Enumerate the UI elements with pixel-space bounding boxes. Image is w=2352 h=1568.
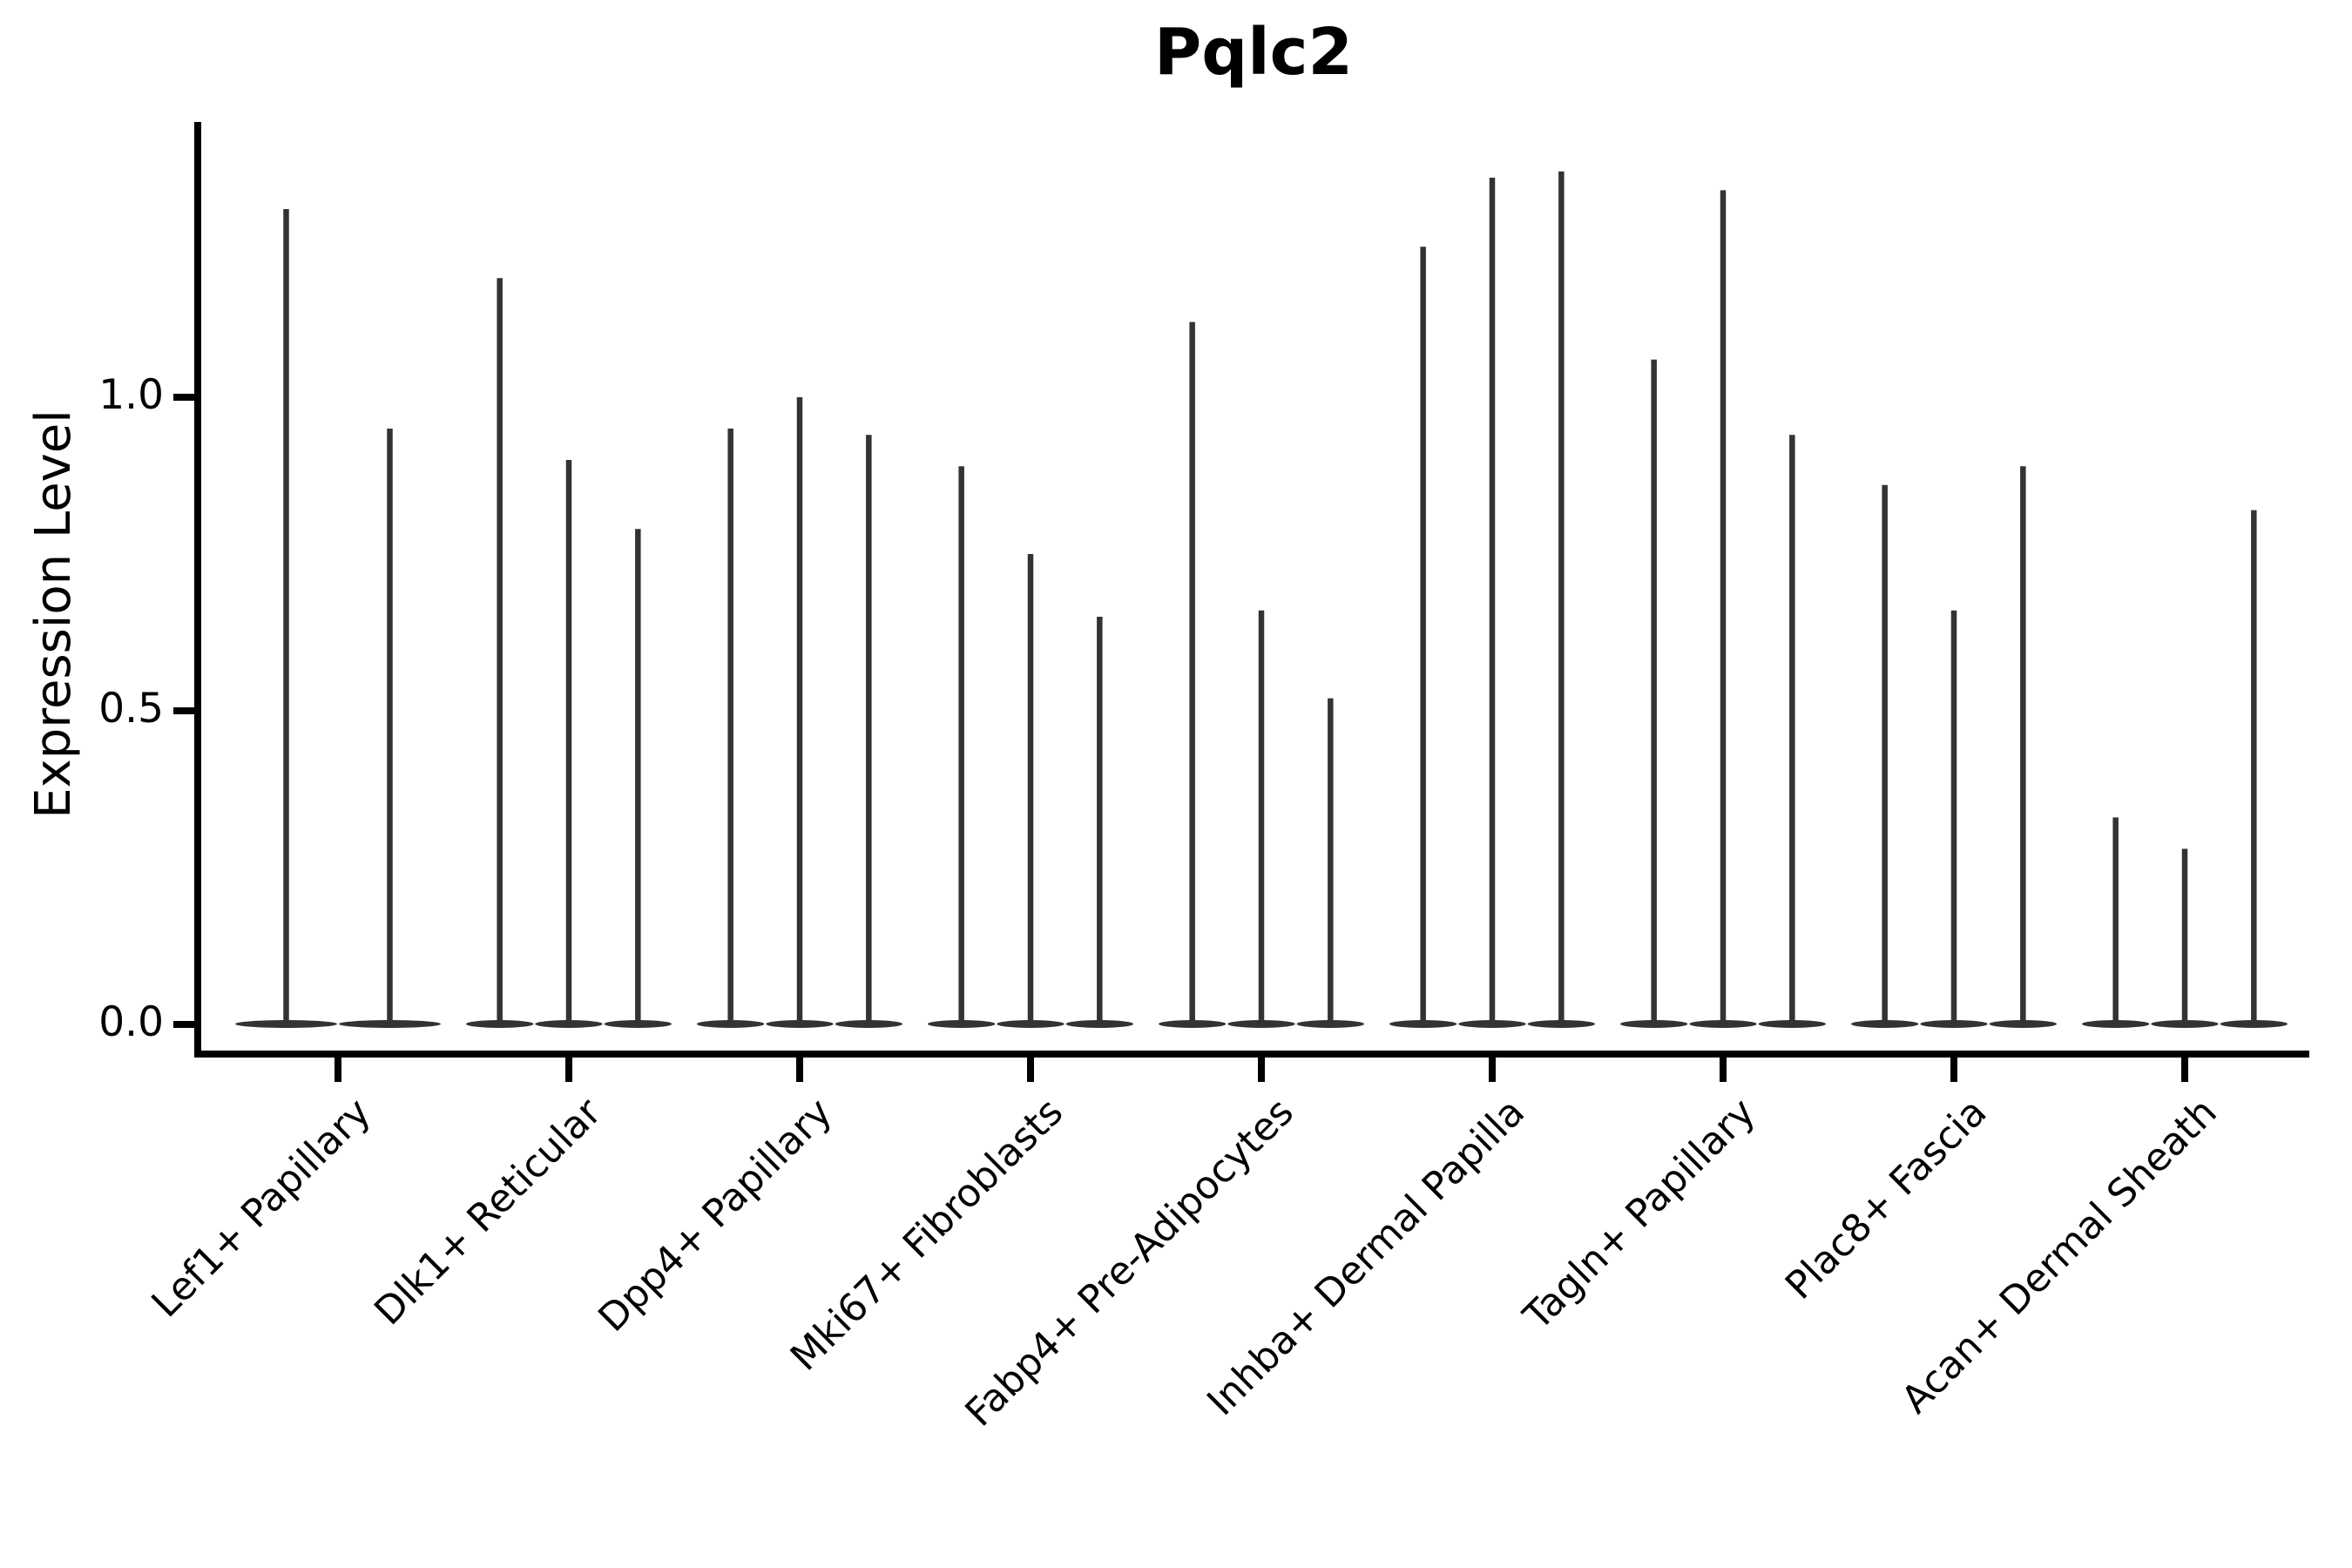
x-tick bbox=[2181, 1058, 2188, 1082]
x-tick bbox=[1489, 1058, 1496, 1082]
x-tick bbox=[1950, 1058, 1957, 1082]
y-tick bbox=[173, 1021, 194, 1028]
y-axis-line bbox=[194, 122, 201, 1058]
x-tick bbox=[796, 1058, 803, 1082]
x-tick bbox=[1027, 1058, 1034, 1082]
x-tick bbox=[565, 1058, 572, 1082]
y-tick bbox=[173, 707, 194, 714]
x-tick bbox=[1720, 1058, 1727, 1082]
y-tick-label: 0.0 bbox=[98, 998, 164, 1046]
y-tick-label: 0.5 bbox=[98, 685, 164, 733]
x-tick bbox=[1258, 1058, 1265, 1082]
x-axis-line bbox=[194, 1051, 2309, 1058]
y-tick bbox=[173, 394, 194, 401]
y-tick-label: 1.0 bbox=[98, 371, 164, 419]
chart-title: Pqlc2 bbox=[1154, 15, 1353, 90]
x-tick bbox=[335, 1058, 341, 1082]
